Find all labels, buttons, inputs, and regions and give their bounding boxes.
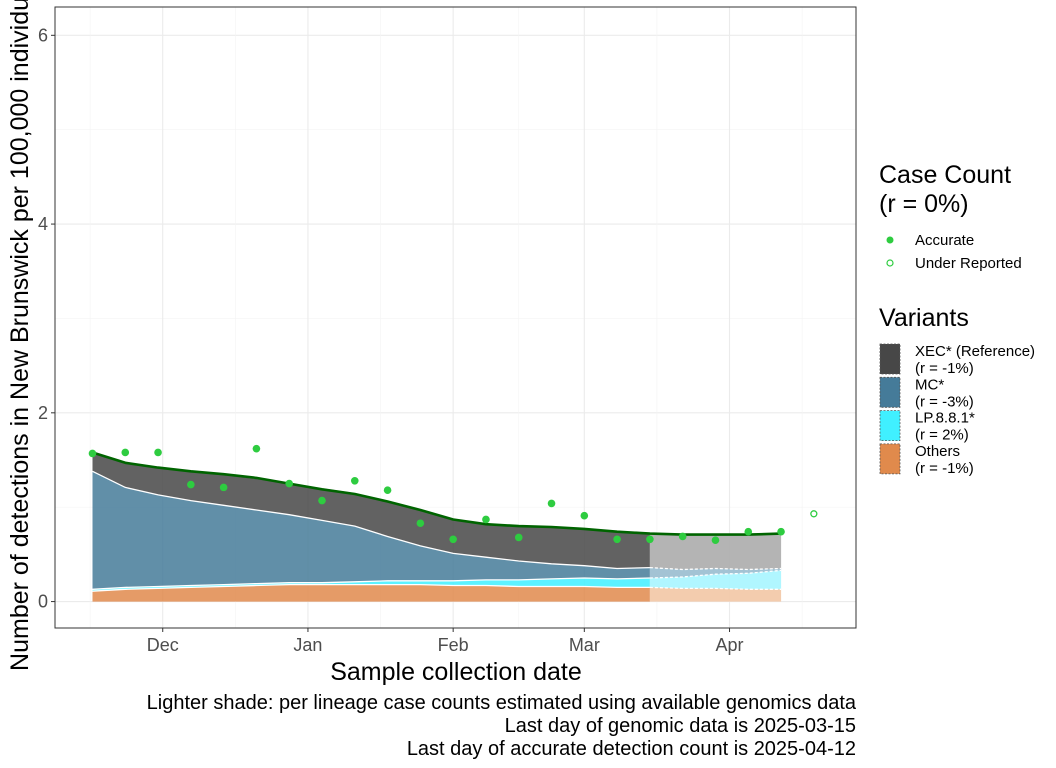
point-accurate (383, 486, 392, 495)
point-accurate (678, 532, 687, 541)
area-xec (92, 453, 650, 569)
caption-line-1: Lighter shade: per lineage case counts e… (147, 692, 857, 714)
point-accurate (252, 444, 261, 453)
point-accurate (646, 535, 654, 544)
boundary-dashed-area-mc (649, 566, 782, 571)
point-accurate (613, 535, 621, 544)
area-others-estimated (649, 587, 782, 602)
legend-underreported-point (886, 259, 894, 267)
legend-case-title-line1: Case Count (879, 161, 1011, 189)
legend-key-swatch (879, 443, 901, 475)
lines (92, 451, 782, 536)
legend-key-label: Others (915, 443, 960, 460)
legend-key-swatch (879, 343, 901, 375)
point-accurate (482, 515, 490, 524)
point-accurate (580, 511, 589, 520)
point-accurate (121, 448, 130, 457)
total-smooth-line (92, 451, 782, 536)
x-tick-label: Mar (569, 635, 600, 655)
boundary-dashed-area-lp881 (649, 569, 782, 579)
boundary-area-mc (92, 470, 650, 570)
legend-key-correlation: (r = -3%) (915, 393, 974, 410)
point-accurate (744, 527, 753, 536)
legend-key-swatch (879, 410, 901, 442)
legend-key-label: MC* (915, 376, 944, 393)
boundary-area-others (92, 583, 650, 592)
boundary-area-lp881 (92, 577, 650, 590)
area-xec-estimated (649, 532, 782, 570)
legend-variants: Variants XEC* (Reference)(r = -1%)MC*(r … (879, 304, 1035, 477)
boundary-dashed-area-others (649, 586, 782, 590)
legend-key-swatch (879, 376, 901, 408)
point-under-reported (810, 510, 818, 518)
x-axis-title: Sample collection date (330, 658, 582, 686)
points (88, 444, 818, 545)
axes: 0 2 4 6 Dec Jan Feb Mar Apr (38, 25, 744, 655)
legend-case-count: Case Count (r = 0%) Accurate Under Repor… (879, 161, 1022, 272)
area-mc (92, 471, 650, 590)
legend-variants-title: Variants (879, 304, 969, 332)
point-accurate (350, 476, 359, 485)
point-accurate (154, 448, 162, 457)
x-tick-label: Jan (293, 635, 322, 655)
legend-underreported-label: Under Reported (915, 255, 1022, 272)
grid (55, 7, 856, 628)
y-tick-label: 0 (38, 592, 48, 612)
point-accurate (285, 479, 294, 488)
point-accurate (318, 496, 326, 505)
legend-key-correlation: (r = 2%) (915, 427, 969, 444)
legend-key-label: LP.8.8.1* (915, 410, 975, 427)
legend-key-label: XEC* (Reference) (915, 343, 1035, 360)
caption-line-2: Last day of genomic data is 2025-03-15 (505, 715, 856, 737)
point-accurate (449, 535, 457, 544)
x-tick-label: Dec (147, 635, 179, 655)
stacked-areas (92, 453, 782, 602)
point-accurate (219, 483, 228, 492)
point-accurate (547, 499, 556, 508)
x-tick-label: Feb (438, 635, 469, 655)
y-tick-label: 2 (38, 403, 48, 423)
legend-accurate-point (886, 236, 894, 244)
point-accurate (416, 519, 425, 528)
caption-line-3: Last day of accurate detection count is … (407, 738, 856, 760)
y-tick-label: 4 (38, 214, 48, 234)
point-accurate (88, 449, 97, 458)
legend-key-correlation: (r = -1%) (915, 360, 974, 377)
point-accurate (711, 536, 720, 545)
y-axis-title: Number of detections in New Brunswick pe… (6, 0, 34, 671)
point-accurate (514, 533, 523, 542)
legend-accurate-label: Accurate (915, 232, 974, 249)
y-tick-label: 6 (38, 25, 48, 45)
area-others (92, 584, 650, 602)
legend-case-title-line2: (r = 0%) (879, 190, 969, 218)
point-accurate (777, 527, 785, 536)
area-lp881-estimated (649, 570, 782, 590)
point-accurate (187, 480, 195, 489)
area-mc-estimated (649, 567, 782, 578)
plot-border (54, 6, 857, 629)
x-tick-label: Apr (716, 635, 744, 655)
legend-key-correlation: (r = -1%) (915, 460, 974, 477)
